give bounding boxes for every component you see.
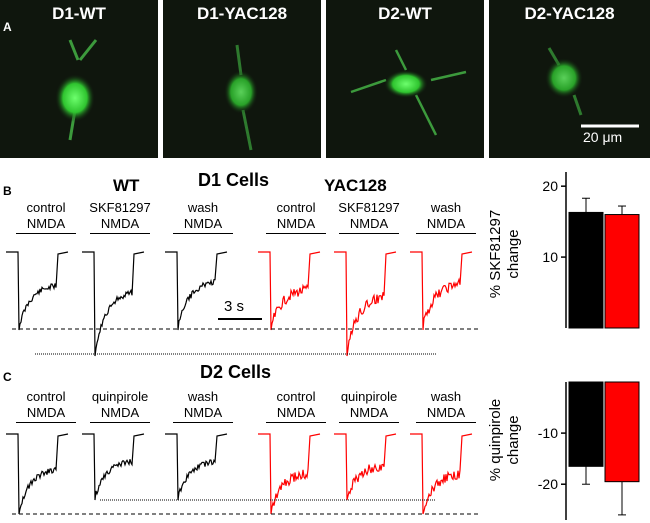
group-label-wt: WT bbox=[113, 176, 140, 195]
trace-c-0 bbox=[6, 433, 69, 515]
d2-cells-title: D2 Cells bbox=[200, 362, 272, 382]
condition-label-b-4: SKF81297 NMDA bbox=[329, 200, 409, 234]
d1-cells-title: D1 Cells bbox=[198, 170, 270, 190]
condition-label-b-5: wash NMDA bbox=[406, 200, 486, 234]
condition-label-c-1: quinpirole NMDA bbox=[80, 389, 160, 423]
panel-letter-b: B bbox=[3, 184, 12, 198]
bar-2-yac128 bbox=[604, 381, 640, 483]
trace-c-3 bbox=[258, 433, 321, 515]
condition-label-c-0: control NMDA bbox=[6, 389, 86, 423]
bar-chart-2-tick-label: -20 bbox=[538, 476, 558, 492]
trace-b-5 bbox=[410, 251, 473, 331]
condition-label-c-4: quinpirole NMDA bbox=[329, 389, 409, 423]
condition-label-b-0: control NMDA bbox=[6, 200, 86, 234]
d2-traces bbox=[6, 433, 478, 515]
group-label-yac128: YAC128 bbox=[324, 176, 387, 195]
trace-c-1 bbox=[82, 433, 145, 501]
d1-traces bbox=[6, 251, 478, 357]
trace-b-4 bbox=[334, 251, 397, 357]
time-scale-label: 3 s bbox=[224, 298, 245, 315]
scale-bar-label: 20 μm bbox=[583, 129, 623, 145]
neuron-image-d2-wt bbox=[350, 49, 467, 136]
image-panel-d1-yac128: D1-YAC128 bbox=[163, 0, 321, 158]
trace-c-2 bbox=[165, 433, 228, 501]
image-label-d1-wt: D1-WT bbox=[52, 4, 106, 23]
image-label-d2-wt: D2-WT bbox=[378, 4, 432, 23]
trace-b-0 bbox=[6, 251, 69, 331]
image-panel-d2-yac128: D2-YAC128 20 μm bbox=[489, 0, 650, 158]
condition-label-c-5: wash NMDA bbox=[406, 389, 486, 423]
trace-b-1 bbox=[82, 251, 145, 357]
bar-1-yac128 bbox=[604, 214, 640, 329]
trace-b-2 bbox=[165, 251, 228, 331]
panel-letter-c: C bbox=[3, 370, 12, 384]
image-label-d2-yac128: D2-YAC128 bbox=[524, 4, 615, 23]
trace-c-5 bbox=[410, 433, 473, 515]
neuron-image-d2-yac128 bbox=[545, 47, 639, 128]
condition-label-b-1: SKF81297 NMDA bbox=[80, 200, 160, 234]
condition-label-c-3: control NMDA bbox=[256, 389, 336, 423]
trace-c-4 bbox=[334, 433, 397, 501]
neuron-image-d1-yac128 bbox=[224, 44, 258, 151]
bar-chart-1-tick-label: 10 bbox=[542, 249, 558, 265]
image-panel-d1-wt: D1-WT bbox=[0, 0, 158, 158]
condition-label-c-2: wash NMDA bbox=[163, 389, 243, 423]
panel-letter-a: A bbox=[3, 20, 12, 34]
bar-1-wt bbox=[568, 211, 604, 329]
condition-label-b-2: wash NMDA bbox=[163, 200, 243, 234]
bar-2-wt bbox=[568, 381, 604, 467]
condition-label-b-3: control NMDA bbox=[256, 200, 336, 234]
image-label-d1-yac128: D1-YAC128 bbox=[196, 4, 288, 23]
neuron-image-d1-wt bbox=[55, 39, 98, 141]
bar-chart-1-tick-label: 20 bbox=[542, 178, 558, 194]
bar-chart-2-tick-label: -10 bbox=[538, 425, 558, 441]
trace-b-3 bbox=[258, 251, 321, 331]
image-panel-d2-wt: D2-WT bbox=[326, 0, 484, 158]
